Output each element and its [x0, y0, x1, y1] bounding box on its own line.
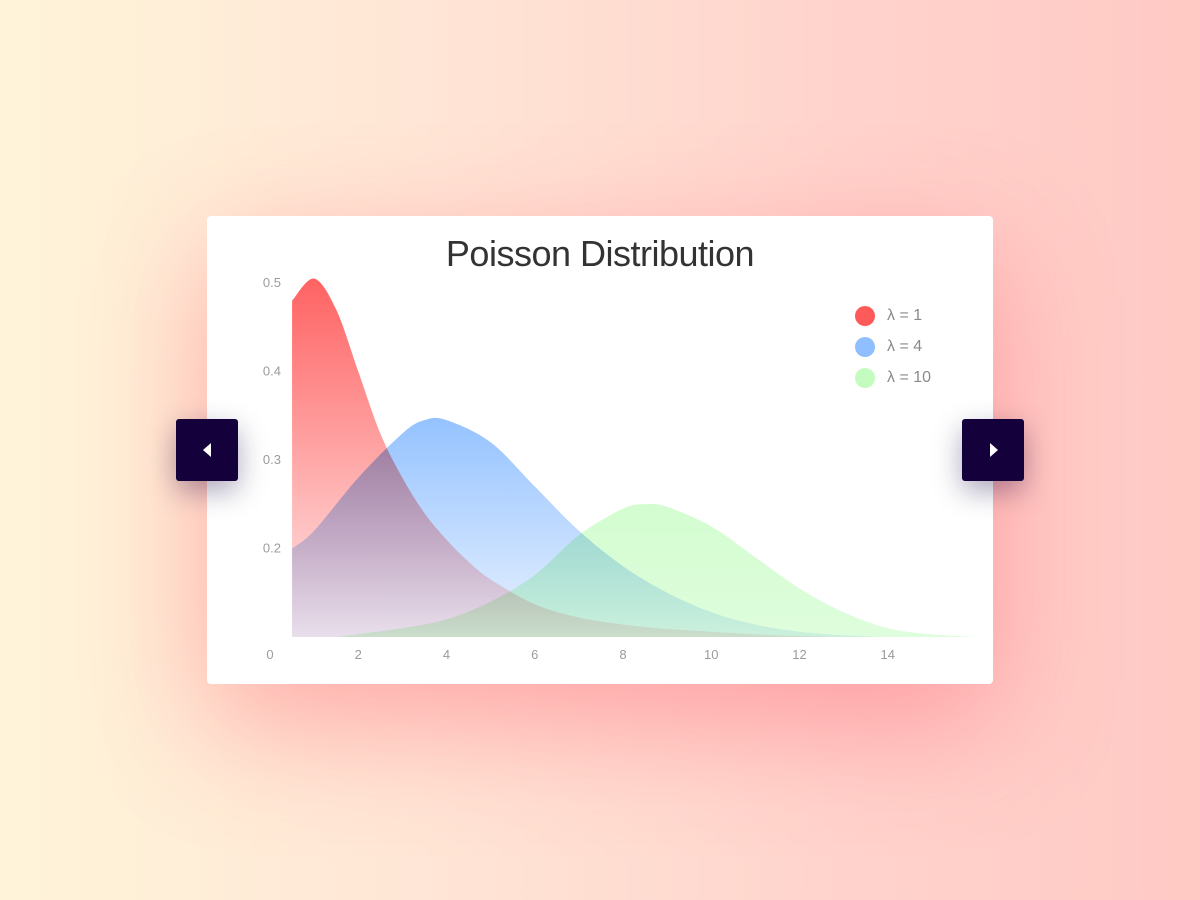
x-tick-label: 12 — [792, 647, 806, 662]
legend-label-2: λ = 4 — [887, 337, 923, 355]
x-tick-label: 14 — [881, 647, 895, 662]
chart-card: Poisson Distribution 0 2 4 6 8 10 12 14 0.2 0.3 0… — [207, 216, 993, 684]
x-tick-label: 6 — [531, 647, 538, 662]
y-tick-label: 0.3 — [263, 452, 281, 467]
legend: λ = 1 λ = 4 λ = 10 — [855, 300, 931, 393]
x-tick-label: 0 — [266, 647, 273, 662]
legend-swatch-1 — [855, 305, 875, 326]
chart-plot: 0 2 4 6 8 10 12 14 0.2 0.3 0.4 0.5 — [263, 275, 976, 662]
y-tick-label: 0.2 — [263, 541, 281, 556]
legend-label-3: λ = 10 — [887, 368, 932, 386]
legend-item-3: λ = 10 — [855, 362, 931, 393]
x-tick-label: 10 — [704, 647, 718, 662]
legend-swatch-3 — [855, 367, 875, 388]
x-tick-label: 2 — [355, 647, 362, 662]
series-areas — [292, 278, 976, 638]
series-area-2 — [292, 417, 932, 638]
legend-item-1: λ = 1 — [855, 300, 931, 331]
x-tick-label: 4 — [443, 647, 450, 662]
previous-button[interactable] — [176, 419, 238, 481]
series-area-3 — [336, 503, 976, 637]
chart-title: Poisson Distribution — [445, 233, 755, 274]
y-axis-ticks: 0.2 0.3 0.4 0.5 — [263, 275, 281, 556]
arrow-left-icon — [203, 443, 211, 457]
legend-label-1: λ = 1 — [887, 306, 923, 324]
y-tick-label: 0.5 — [263, 275, 281, 290]
legend-swatch-2 — [855, 336, 875, 357]
legend-item-2: λ = 4 — [855, 331, 931, 362]
next-button[interactable] — [962, 419, 1024, 481]
arrow-right-icon — [990, 443, 998, 457]
y-tick-label: 0.4 — [263, 364, 281, 379]
x-axis-ticks: 0 2 4 6 8 10 12 14 — [266, 647, 895, 662]
x-tick-label: 8 — [619, 647, 626, 662]
